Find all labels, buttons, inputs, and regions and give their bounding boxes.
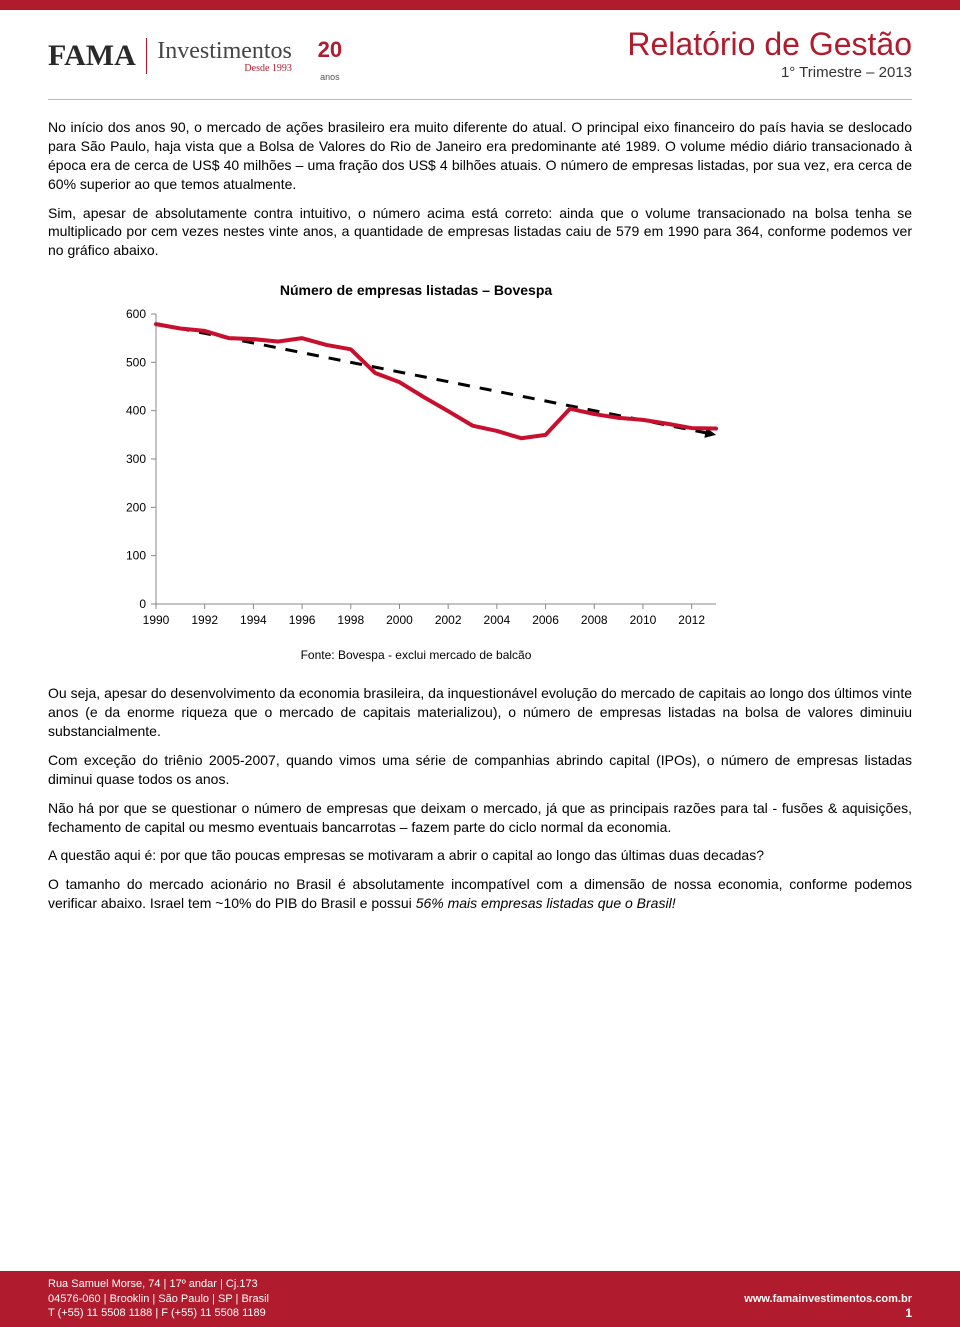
footer-url-text: www.famainvestimentos.com.br — [744, 1293, 912, 1305]
chart-svg: 0 100 200 300 400 500 600 1990 1992 1994 1996 1998 2… — [96, 304, 736, 644]
logo-since: Desde 1993 — [157, 63, 292, 74]
footer-addr-2: 04576-060 | Brooklin | São Paulo | SP | … — [48, 1292, 269, 1307]
paragraph-6: A questão aqui é: por que tão poucas emp… — [48, 846, 912, 865]
svg-text:0: 0 — [139, 597, 146, 611]
svg-text:2012: 2012 — [678, 613, 705, 627]
chart-listed-companies: Número de empresas listadas – Bovespa 0 1… — [96, 282, 736, 662]
svg-text:200: 200 — [126, 501, 146, 515]
svg-text:2008: 2008 — [581, 613, 608, 627]
svg-text:1998: 1998 — [337, 613, 364, 627]
logo-divider — [146, 38, 148, 74]
svg-text:1992: 1992 — [191, 613, 218, 627]
logo-sub-wrap: Investimentos Desde 1993 — [157, 38, 292, 74]
footer-addr-3: T (+55) 11 5508 1188 | F (+55) 11 5508 1… — [48, 1306, 269, 1321]
chart-source: Fonte: Bovespa - exclui mercado de balcã… — [96, 648, 736, 662]
svg-text:500: 500 — [126, 356, 146, 370]
footer-address: Rua Samuel Morse, 74 | 17º andar | Cj.17… — [48, 1277, 269, 1322]
svg-text:100: 100 — [126, 549, 146, 563]
paragraph-2: Sim, apesar de absolutamente contra intu… — [48, 204, 912, 261]
svg-text:300: 300 — [126, 452, 146, 466]
footer-addr-1: Rua Samuel Morse, 74 | 17º andar | Cj.17… — [48, 1277, 269, 1292]
svg-text:1990: 1990 — [143, 613, 170, 627]
top-bar — [0, 0, 960, 10]
paragraph-1: No início dos anos 90, o mercado de açõe… — [48, 118, 912, 194]
svg-text:2004: 2004 — [484, 613, 511, 627]
svg-text:1996: 1996 — [289, 613, 316, 627]
report-title-block: Relatório de Gestão 1° Trimestre – 2013 — [627, 28, 912, 81]
report-subtitle: 1° Trimestre – 2013 — [627, 64, 912, 81]
svg-text:2000: 2000 — [386, 613, 413, 627]
anniv-label: anos — [320, 72, 340, 82]
page-number: 1 — [905, 1305, 912, 1321]
paragraph-7: O tamanho do mercado acionário no Brasil… — [48, 875, 912, 913]
svg-text:2002: 2002 — [435, 613, 462, 627]
logo: FAMA Investimentos Desde 1993 20 anos — [48, 28, 352, 83]
content: No início dos anos 90, o mercado de açõe… — [0, 100, 960, 913]
footer-url: www.famainvestimentos.com.br — [744, 1292, 912, 1307]
logo-sub: Investimentos — [157, 38, 292, 64]
report-title: Relatório de Gestão — [627, 28, 912, 62]
svg-text:400: 400 — [126, 404, 146, 418]
svg-text:1994: 1994 — [240, 613, 267, 627]
page-footer: Rua Samuel Morse, 74 | 17º andar | Cj.17… — [0, 1271, 960, 1327]
chart-title: Número de empresas listadas – Bovespa — [96, 282, 736, 298]
page-header: FAMA Investimentos Desde 1993 20 anos Re… — [0, 10, 960, 83]
svg-text:2006: 2006 — [532, 613, 559, 627]
paragraph-4: Com exceção do triênio 2005-2007, quando… — [48, 751, 912, 789]
anniv-number: 20 — [318, 39, 342, 61]
paragraph-3: Ou seja, apesar do desenvolvimento da ec… — [48, 684, 912, 741]
paragraph-7b: 56% mais empresas listadas que o Brasil! — [416, 895, 676, 911]
svg-text:2010: 2010 — [630, 613, 657, 627]
anniversary-badge: 20 anos — [308, 28, 352, 83]
paragraph-5: Não há por que se questionar o número de… — [48, 799, 912, 837]
logo-brand: FAMA — [48, 39, 136, 73]
svg-text:600: 600 — [126, 307, 146, 321]
